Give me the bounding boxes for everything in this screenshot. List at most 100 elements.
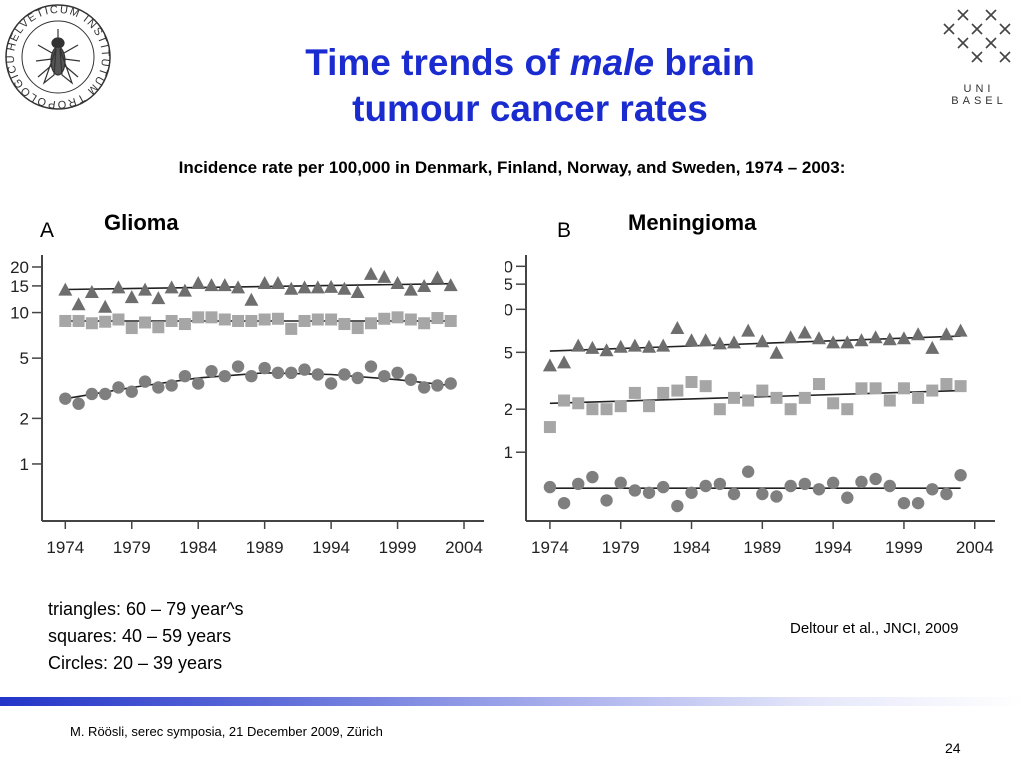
square-point	[628, 386, 641, 399]
square-point	[954, 380, 967, 393]
panel-b-letter: B	[557, 219, 572, 242]
square-point	[404, 313, 417, 326]
triangle-point	[868, 330, 883, 344]
circle-point	[85, 387, 99, 401]
triangle-point	[430, 270, 445, 284]
circle-point	[657, 480, 670, 494]
circle-point	[178, 369, 192, 383]
triangle-point	[217, 278, 232, 292]
square-point	[543, 421, 556, 434]
square-point	[827, 397, 840, 410]
circle-point	[391, 366, 404, 380]
square-point	[756, 384, 769, 397]
circle-point	[351, 371, 364, 385]
circle-point	[271, 366, 285, 380]
x-tick-label: 1979	[602, 538, 640, 557]
triangle-point	[712, 336, 727, 350]
y-tick-label: 20	[10, 258, 29, 277]
triangle-point	[191, 275, 206, 289]
triangle-point	[377, 269, 392, 283]
square-point	[192, 311, 205, 324]
square-point	[378, 312, 391, 325]
triangle-point	[244, 292, 259, 306]
triangle-point	[443, 278, 458, 292]
square-point	[713, 403, 726, 416]
circle-point	[138, 375, 152, 388]
square-point	[59, 314, 72, 327]
square-point	[152, 321, 165, 334]
triangle-point	[599, 343, 614, 357]
uni-basel-line1: UNI	[963, 83, 995, 95]
square-point	[391, 311, 404, 324]
square-point	[351, 322, 364, 335]
y-tick-label: 2	[505, 400, 513, 419]
square-point	[784, 403, 797, 416]
marker-legend: triangles: 60 – 79 year^s squares: 40 – …	[48, 596, 244, 677]
triangle-point	[98, 299, 113, 313]
x-tick-label: 1974	[531, 538, 569, 557]
circle-point	[431, 379, 444, 392]
square-point	[572, 397, 585, 410]
square-point	[245, 314, 258, 327]
square-point	[431, 312, 444, 325]
circle-point	[812, 483, 826, 496]
triangle-point	[151, 291, 166, 305]
square-point	[338, 318, 351, 331]
y-tick-label: 20	[505, 257, 513, 276]
legend-triangles: triangles: 60 – 79 year^s	[48, 599, 244, 619]
triangle-point	[656, 338, 671, 352]
uni-basel-logo: UNI BASEL	[940, 2, 1018, 107]
circle-point	[897, 496, 911, 510]
triangle-point	[231, 280, 246, 294]
triangle-point	[58, 282, 73, 296]
square-point	[912, 391, 925, 404]
y-tick-label: 5	[20, 349, 29, 368]
triangle-point	[755, 334, 770, 348]
square-point	[558, 394, 571, 407]
circle-point	[869, 472, 882, 486]
circle-point	[940, 487, 953, 501]
citation: Deltour et al., JNCI, 2009	[790, 620, 959, 637]
square-point	[614, 400, 627, 413]
square-point	[205, 311, 218, 324]
square-point	[940, 378, 953, 391]
circle-point	[245, 369, 258, 383]
footer-text: M. Röösli, serec symposia, 21 December 2…	[70, 724, 383, 739]
circle-point	[59, 392, 72, 405]
circle-point	[784, 479, 797, 493]
y-tick-label: 1	[505, 443, 513, 462]
triangle-point	[797, 325, 812, 339]
circle-point	[826, 476, 840, 490]
title-emphasis: male	[569, 42, 655, 83]
y-tick-label: 1	[20, 455, 29, 474]
x-tick-label: 1994	[814, 538, 852, 557]
square-point	[657, 386, 670, 399]
y-tick-label: 15	[10, 277, 29, 296]
triangle-point	[896, 331, 911, 345]
triangle-point	[840, 335, 855, 349]
square-point	[742, 394, 755, 407]
square-point	[855, 382, 868, 395]
title-line2: tumour cancer rates	[352, 88, 708, 129]
circle-point	[770, 490, 783, 503]
triangle-point	[71, 297, 86, 311]
x-tick-label: 1999	[885, 538, 923, 557]
square-point	[311, 313, 324, 326]
square-point	[271, 312, 284, 325]
circle-point	[713, 477, 727, 491]
circle-point	[572, 477, 585, 491]
triangle-point	[727, 335, 742, 349]
x-tick-label: 1984	[673, 538, 711, 557]
x-tick-label: 2004	[956, 538, 994, 557]
triangle-point	[324, 279, 339, 293]
triangle-point	[204, 278, 219, 292]
square-point	[926, 384, 939, 397]
square-point	[298, 314, 311, 327]
triangle-point	[939, 327, 954, 341]
triangle-point	[363, 266, 378, 280]
square-point	[883, 394, 896, 407]
square-point	[586, 403, 599, 416]
circle-point	[642, 486, 656, 499]
triangle-point	[769, 345, 784, 359]
circle-point	[285, 366, 298, 380]
